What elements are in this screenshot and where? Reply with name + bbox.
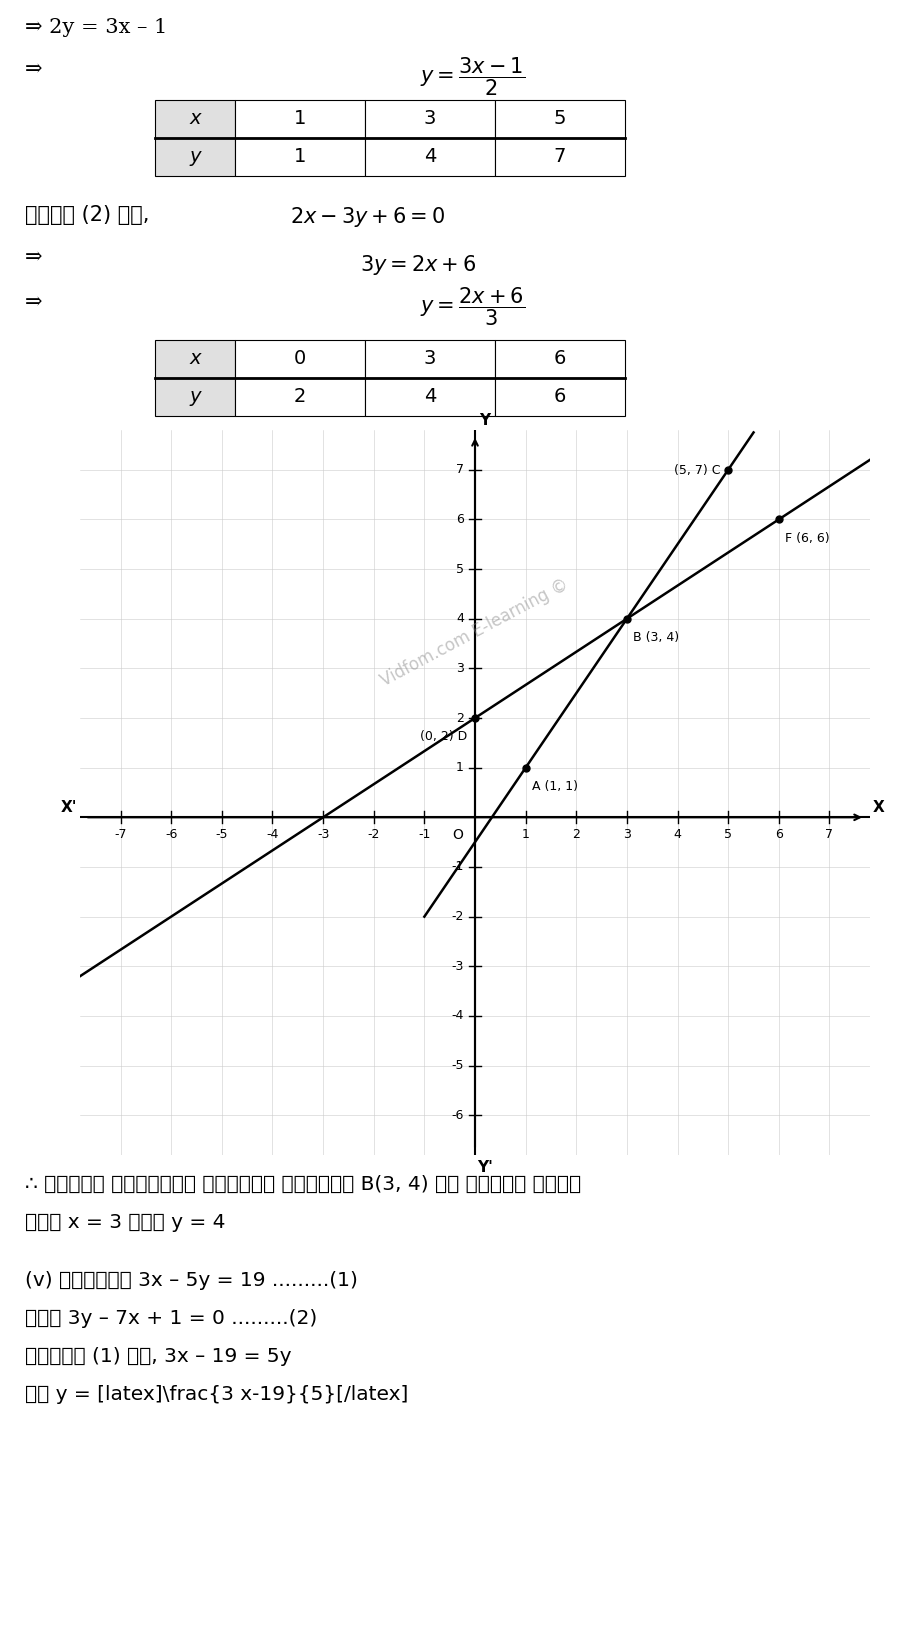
- Text: तथा 3y – 7x + 1 = 0 .........(2): तथा 3y – 7x + 1 = 0 .........(2): [25, 1309, 317, 1328]
- Text: F (6, 6): F (6, 6): [785, 531, 830, 544]
- Bar: [365, 138, 495, 176]
- Text: अतः x = 3 तथा y = 4: अतः x = 3 तथा y = 4: [25, 1212, 225, 1232]
- Text: -7: -7: [115, 827, 126, 841]
- Text: ⇒: ⇒: [25, 248, 43, 266]
- Text: 4: 4: [674, 827, 682, 841]
- Text: ⇒: ⇒: [25, 293, 43, 313]
- Text: 3: 3: [456, 661, 464, 674]
- Text: B (3, 4): B (3, 4): [633, 632, 679, 645]
- Text: संमी। (1) से, 3x – 19 = 5y: संमी। (1) से, 3x – 19 = 5y: [25, 1347, 292, 1365]
- Text: 2: 2: [294, 388, 306, 406]
- Bar: [155, 138, 235, 176]
- Text: 6: 6: [456, 513, 464, 526]
- Text: -1: -1: [452, 860, 464, 873]
- Text: 5: 5: [455, 563, 464, 576]
- Text: 4: 4: [456, 612, 464, 625]
- Text: 6: 6: [774, 827, 783, 841]
- Bar: [155, 378, 235, 416]
- Text: x: x: [189, 110, 201, 128]
- Text: 1: 1: [294, 110, 306, 128]
- Text: 1: 1: [522, 827, 530, 841]
- Text: 1: 1: [456, 762, 464, 775]
- Text: Y': Y': [477, 1160, 493, 1175]
- Bar: [495, 378, 625, 416]
- Text: या y = [latex]\frac{3 x-19}{5}[/latex]: या y = [latex]\frac{3 x-19}{5}[/latex]: [25, 1385, 408, 1403]
- Bar: [155, 341, 235, 378]
- Bar: [495, 100, 625, 138]
- Text: 4: 4: [424, 388, 436, 406]
- Text: X': X': [61, 799, 77, 814]
- Bar: [155, 100, 235, 138]
- Text: (v) समीकरण 3x – 5y = 19 .........(1): (v) समीकरण 3x – 5y = 19 .........(1): [25, 1272, 358, 1290]
- Bar: [235, 378, 365, 416]
- Bar: [235, 100, 365, 138]
- Bar: [365, 378, 495, 416]
- Text: -2: -2: [452, 910, 464, 923]
- Text: 6: 6: [554, 388, 566, 406]
- Text: ⇒: ⇒: [25, 59, 43, 79]
- Text: ∴ दोनों रेखायें परस्पर बिन्दु B(3, 4) पर काटती हैं।: ∴ दोनों रेखायें परस्पर बिन्दु B(3, 4) पर…: [25, 1175, 581, 1194]
- Text: -4: -4: [452, 1010, 464, 1023]
- Bar: [365, 341, 495, 378]
- Text: 7: 7: [825, 827, 834, 841]
- Bar: [495, 341, 625, 378]
- Text: O: O: [452, 827, 463, 842]
- Text: 7: 7: [455, 464, 464, 475]
- Text: -3: -3: [317, 827, 329, 841]
- Text: 2: 2: [573, 827, 580, 841]
- Text: 7: 7: [554, 148, 566, 166]
- Text: (5, 7) C: (5, 7) C: [674, 464, 721, 477]
- Text: 3: 3: [424, 110, 436, 128]
- Bar: [235, 341, 365, 378]
- Text: -3: -3: [452, 959, 464, 972]
- Text: ⇒ 2y = 3x – 1: ⇒ 2y = 3x – 1: [25, 18, 167, 36]
- Text: (0, 2) D: (0, 2) D: [420, 730, 467, 744]
- Text: x: x: [189, 349, 201, 368]
- Text: A (1, 1): A (1, 1): [532, 780, 578, 793]
- Text: 0: 0: [294, 349, 306, 368]
- Text: X: X: [873, 799, 884, 814]
- Text: -6: -6: [165, 827, 177, 841]
- Text: 5: 5: [724, 827, 733, 841]
- Text: -4: -4: [266, 827, 279, 841]
- Bar: [365, 100, 495, 138]
- Text: -2: -2: [367, 827, 380, 841]
- Text: 2: 2: [456, 712, 464, 724]
- Text: y: y: [189, 388, 201, 406]
- Text: $2x - 3y + 6 = 0$: $2x - 3y + 6 = 0$: [290, 206, 445, 229]
- Text: -1: -1: [418, 827, 431, 841]
- Text: y: y: [189, 148, 201, 166]
- Text: Vidfom.com E-learning ©: Vidfom.com E-learning ©: [378, 576, 572, 691]
- Text: $3y = 2x + 6$: $3y = 2x + 6$: [360, 253, 476, 276]
- Text: Y: Y: [480, 413, 491, 428]
- Bar: [495, 138, 625, 176]
- Text: -5: -5: [452, 1059, 464, 1073]
- Text: 4: 4: [424, 148, 436, 166]
- Text: 5: 5: [554, 110, 566, 128]
- Text: $y = \dfrac{2x+6}{3}$: $y = \dfrac{2x+6}{3}$: [420, 285, 525, 327]
- Text: -5: -5: [215, 827, 228, 841]
- Text: 3: 3: [424, 349, 436, 368]
- Text: 6: 6: [554, 349, 566, 368]
- Bar: [235, 138, 365, 176]
- Text: समी। (2) से,: समी। (2) से,: [25, 206, 149, 225]
- Text: $y = \dfrac{3x-1}{2}$: $y = \dfrac{3x-1}{2}$: [420, 54, 525, 97]
- Text: 1: 1: [294, 148, 306, 166]
- Text: 3: 3: [623, 827, 631, 841]
- Text: -6: -6: [452, 1109, 464, 1122]
